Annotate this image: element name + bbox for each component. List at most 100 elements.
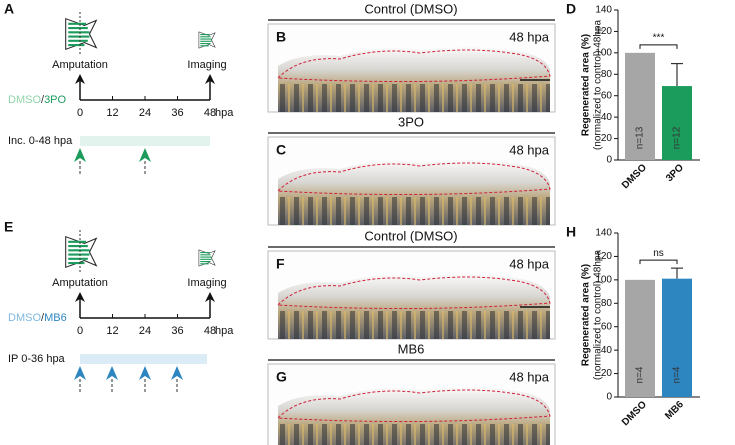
y-tick-label: 40 — [601, 345, 613, 356]
treatment-groups: DMSO/3PO — [8, 94, 67, 106]
y-axis-label: Regenerated area (%) — [581, 34, 592, 136]
y-axis-label: Regenerated area (%) — [581, 264, 592, 366]
y-tick-label: 0 — [606, 392, 612, 403]
timeline-tick-label: 48 — [204, 107, 216, 119]
y-tick-label: 20 — [601, 368, 613, 379]
y-tick-label: 80 — [601, 69, 613, 80]
arrow-head — [75, 74, 85, 84]
significance-label: *** — [653, 32, 665, 43]
arrow-head — [205, 74, 215, 84]
treatment-separator: / — [41, 312, 45, 324]
y-tick-label: 60 — [601, 90, 613, 101]
timeline-tick-label: 36 — [171, 325, 183, 337]
timeline-tick-label: 48 — [204, 325, 216, 337]
panel-letter: A — [4, 1, 14, 17]
regenerate-outline — [277, 389, 551, 423]
timeline-tick-label: 24 — [139, 107, 151, 119]
y-axis-label: (normalized to control) 48hpa — [593, 250, 604, 381]
photo-header: MB6 — [398, 341, 425, 356]
treatment-control: DMSO — [8, 94, 41, 106]
treatment-bar — [80, 354, 207, 364]
x-tick-label: MB6 — [663, 399, 686, 422]
bar — [625, 279, 655, 397]
fin-icon — [64, 235, 98, 269]
panel-letter: C — [276, 142, 286, 158]
y-axis-label: (normalized to control) 48hpa — [593, 20, 604, 151]
y-tick-label: 120 — [595, 26, 612, 37]
y-tick-label: 0 — [606, 155, 612, 166]
amputation-label: Amputation — [52, 59, 108, 71]
photo-header: Control (DMSO) — [364, 1, 457, 16]
y-tick-label: 80 — [601, 298, 613, 309]
bar — [662, 278, 692, 397]
treatment-window: IP 0-36 hpa — [8, 353, 66, 365]
dose-arrow — [139, 366, 151, 380]
dose-arrow — [139, 148, 151, 162]
panel-letter: G — [276, 369, 287, 385]
n-label: n=13 — [635, 126, 646, 149]
bar-chart: D Regenerated area (%) (normalized to cont… — [566, 1, 700, 191]
dose-arrow — [171, 366, 183, 380]
arrow-head — [205, 292, 215, 302]
panel-letter: H — [566, 224, 576, 240]
treatment-bar — [80, 136, 210, 146]
n-label: n=4 — [635, 366, 646, 383]
fin-rays — [280, 197, 550, 225]
photo-panel: 3PO C 48 hpa — [267, 114, 556, 226]
y-tick-label: 100 — [595, 274, 612, 285]
treatment-drug: 3PO — [44, 94, 66, 106]
photo-header: 3PO — [398, 114, 424, 129]
fin-icon-regenerated — [198, 249, 216, 267]
panel-letter: D — [566, 1, 576, 17]
dose-arrow — [74, 366, 86, 380]
y-tick-label: 60 — [601, 321, 613, 332]
timeline-unit: hpa — [215, 107, 234, 119]
photo-header: Control (DMSO) — [364, 228, 457, 243]
fin-rays — [280, 84, 550, 112]
time-label: 48 hpa — [509, 142, 550, 157]
y-tick-label: 20 — [601, 133, 613, 144]
timeline-panel: A Amputation Imaging 0 12 24 36 48hpa DMSO/3PO In… — [4, 1, 234, 174]
y-tick-label: 140 — [595, 5, 612, 16]
amputation-label: Amputation — [52, 277, 108, 289]
treatment-control: DMSO — [8, 312, 41, 324]
panel-letter: E — [4, 219, 13, 235]
timeline-unit: hpa — [215, 325, 234, 337]
fin-icon — [64, 17, 98, 51]
y-tick-label: 140 — [595, 228, 612, 239]
photo-panels: Control (DMSO) B 48 hpa 3PO C 48 hpa Control (… — [267, 1, 556, 445]
y-tick-label: 120 — [595, 251, 612, 262]
x-tick-label: DMSO — [620, 399, 649, 428]
fin-rays — [280, 424, 550, 445]
significance-label: ns — [653, 248, 664, 259]
y-tick-label: 40 — [601, 112, 613, 123]
x-tick-label: DMSO — [620, 162, 649, 191]
n-label: n=12 — [672, 126, 683, 149]
timeline-tick-label: 12 — [106, 325, 118, 337]
x-tick-label: 3PO — [664, 162, 686, 184]
bar — [625, 52, 655, 160]
timeline-panel: E Amputation Imaging 0 12 24 36 48hpa DMSO/MB6 IP… — [4, 219, 234, 392]
dose-arrow — [74, 148, 86, 162]
regenerate-outline — [277, 49, 551, 83]
treatment-separator: / — [41, 94, 45, 106]
time-label: 48 hpa — [509, 369, 550, 384]
y-tick-label: 100 — [595, 47, 612, 58]
bar — [662, 86, 692, 160]
panel-letter: B — [276, 29, 286, 45]
imaging-label: Imaging — [187, 277, 226, 289]
fin-icon-regenerated — [198, 31, 216, 49]
fin-rays — [280, 311, 550, 339]
treatment-groups: DMSO/MB6 — [8, 312, 67, 324]
dose-arrow — [106, 366, 118, 380]
treatment-window: Inc. 0-48 hpa — [8, 135, 73, 147]
timeline-tick-label: 0 — [77, 325, 83, 337]
timeline-tick-label: 36 — [171, 107, 183, 119]
photo-panel: Control (DMSO) B 48 hpa — [267, 1, 556, 113]
treatment-drug: MB6 — [44, 312, 67, 324]
panel-letter: F — [276, 256, 285, 272]
timeline-tick-label: 0 — [77, 107, 83, 119]
significance-bracket — [639, 44, 678, 49]
